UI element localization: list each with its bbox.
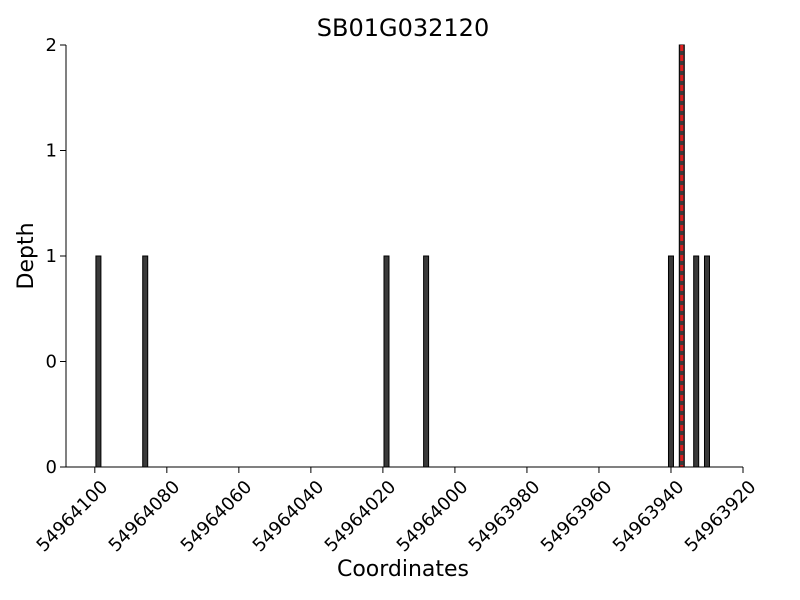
x-tick-label: 54964100 xyxy=(33,477,113,557)
bars-layer xyxy=(95,44,710,468)
depth-bar xyxy=(667,255,674,468)
chart-title: SB01G032120 xyxy=(317,14,489,42)
x-tick-label: 54964000 xyxy=(393,477,473,557)
x-tick-label: 54964020 xyxy=(321,477,401,557)
x-tick-label: 54963920 xyxy=(681,477,761,557)
depth-bar xyxy=(383,255,390,468)
depth-bar xyxy=(693,255,700,468)
x-tick-label: 54963960 xyxy=(537,477,617,557)
depth-bar xyxy=(703,255,710,468)
x-ticks-layer: 5496410054964080549640605496404054964020… xyxy=(33,467,761,557)
y-axis-label: Depth xyxy=(14,222,39,289)
x-tick-label: 54964040 xyxy=(249,477,329,557)
y-ticks-layer: 0 0 1 1 2 xyxy=(46,35,66,478)
y-tick-label: 2 xyxy=(46,35,57,56)
y-tick-label: 1 xyxy=(46,141,57,162)
x-tick-label: 54964060 xyxy=(177,477,257,557)
x-axis-label: Coordinates xyxy=(337,557,469,582)
x-tick-label: 54963980 xyxy=(465,477,545,557)
depth-bar xyxy=(142,255,149,468)
y-tick-label: 1 xyxy=(46,246,57,267)
x-tick-label: 54963940 xyxy=(609,477,689,557)
depth-bar xyxy=(95,255,102,468)
y-tick-label: 0 xyxy=(46,457,57,478)
y-tick-label: 0 xyxy=(46,352,57,373)
x-tick-label: 54964080 xyxy=(105,477,185,557)
depth-bar xyxy=(423,255,430,468)
